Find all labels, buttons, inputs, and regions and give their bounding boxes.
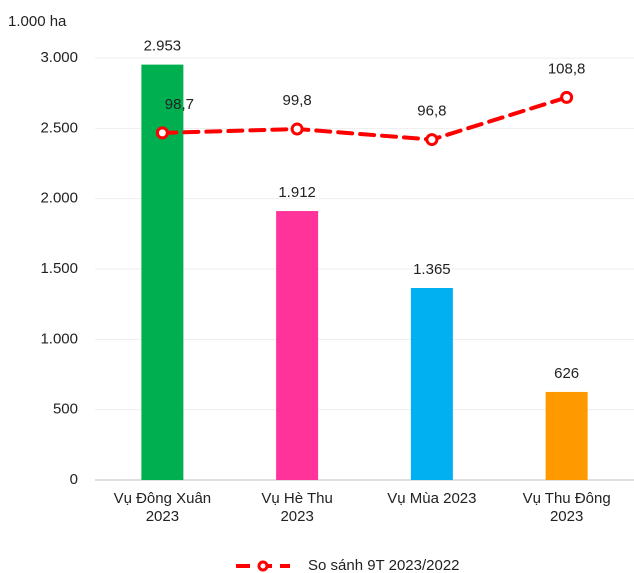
y-tick-label: 2.500 [40,119,78,136]
line-marker [155,126,169,140]
line-value-label: 96,8 [417,103,446,120]
line-marker [290,122,304,136]
line-marker [425,133,439,147]
legend-marker [257,560,269,572]
bar [545,391,588,480]
line-series [160,95,569,142]
bar-value-label: 1.912 [278,184,316,201]
bar-value-label: 2.953 [144,38,182,55]
bar [410,287,453,480]
legend-label: So sánh 9T 2023/2022 [308,557,460,573]
line-value-label: 98,7 [165,96,194,113]
y-tick-label: 0 [70,471,78,488]
line-marker [560,90,574,104]
x-tick-label: Vụ Đông Xuân 2023 [113,490,212,525]
y-tick-label: 1.000 [40,330,78,347]
line-value-label: 108,8 [548,60,586,77]
line-value-label: 99,8 [283,92,312,109]
y-tick-label: 500 [53,401,78,418]
y-tick-label: 3.000 [40,49,78,66]
x-tick-label: Vụ Mùa 2023 [387,490,477,507]
bar [276,211,319,480]
y-tick-label: 1.500 [40,260,78,277]
unit-label: 1.000 ha [8,13,67,30]
x-tick-label: Vụ Hè Thu 2023 [261,490,333,525]
bar-value-label: 1.365 [413,261,451,278]
x-tick-label: Vụ Thu Đông 2023 [522,490,611,525]
y-tick-label: 2.000 [40,190,78,207]
bar-value-label: 626 [554,365,579,382]
